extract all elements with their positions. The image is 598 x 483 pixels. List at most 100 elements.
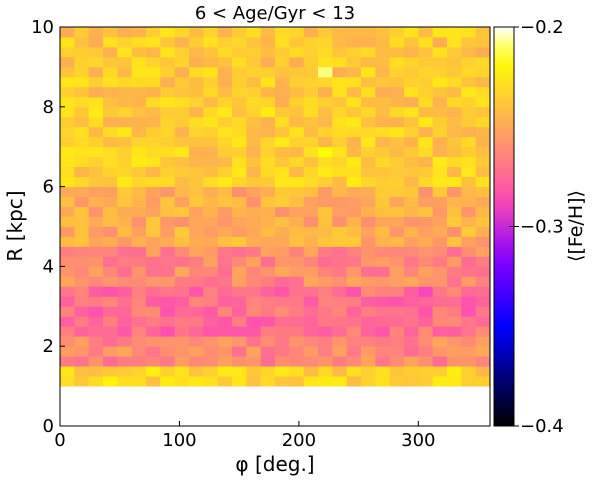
heatmap-cell — [203, 126, 219, 138]
heatmap-cell — [346, 206, 362, 217]
heatmap-cell — [174, 96, 190, 108]
heatmap-cell — [303, 136, 319, 148]
heatmap-cell — [174, 216, 190, 227]
heatmap-cell — [289, 326, 305, 337]
heatmap-cell — [189, 206, 204, 217]
heatmap-cell — [60, 166, 75, 178]
heatmap-cell — [103, 116, 118, 128]
heatmap-cell — [461, 196, 477, 207]
heatmap-cell — [318, 86, 333, 98]
heatmap-cell — [146, 356, 161, 367]
heatmap-cell — [447, 326, 462, 337]
heatmap-cell — [189, 106, 204, 118]
heatmap-cell — [303, 186, 319, 197]
heatmap-cell — [174, 66, 190, 78]
heatmap-cell — [74, 276, 90, 287]
heatmap-cell — [131, 356, 147, 367]
heatmap-cell — [418, 76, 434, 88]
heatmap-cell — [160, 126, 176, 138]
heatmap-cell — [303, 27, 319, 38]
heatmap-cell — [103, 56, 118, 68]
heatmap-cell — [418, 66, 434, 78]
heatmap-cell — [432, 236, 448, 247]
y-tick-label: 6 — [43, 177, 54, 198]
heatmap-cell — [289, 196, 305, 207]
heatmap-cell — [375, 156, 391, 168]
heatmap-cell — [260, 236, 276, 247]
heatmap-cell — [289, 96, 305, 108]
heatmap-cell — [74, 266, 90, 277]
heatmap-cell — [475, 166, 491, 178]
heatmap-cell — [303, 356, 319, 367]
heatmap-cell — [303, 56, 319, 68]
heatmap-cell — [447, 316, 462, 327]
heatmap-cell — [389, 366, 405, 377]
heatmap-cell — [375, 316, 391, 327]
heatmap-cell — [88, 286, 104, 297]
heatmap-cell — [232, 166, 247, 178]
heatmap-cell — [260, 56, 276, 68]
heatmap-cell — [174, 296, 190, 307]
heatmap-cell — [475, 116, 491, 128]
heatmap-cell — [289, 136, 305, 148]
heatmap-cell — [88, 326, 104, 337]
heatmap-cell — [232, 276, 247, 287]
heatmap-cell — [404, 46, 419, 58]
heatmap-cell — [432, 286, 448, 297]
heatmap-cell — [318, 66, 333, 78]
heatmap-cell — [74, 106, 90, 118]
heatmap-cell — [332, 216, 348, 227]
heatmap-cell — [303, 106, 319, 118]
heatmap-cell — [332, 276, 348, 287]
heatmap-cell — [131, 136, 147, 148]
heatmap-cell — [246, 196, 262, 207]
heatmap-cell — [447, 116, 462, 128]
colorbar-ticks: −0.2 −0.3 −0.4 — [509, 17, 564, 437]
heatmap-cell — [60, 366, 75, 377]
heatmap-cell — [74, 166, 90, 178]
heatmap-cell — [60, 176, 75, 187]
heatmap-cell — [103, 306, 118, 317]
heatmap-cell — [346, 116, 362, 128]
heatmap-cell — [103, 326, 118, 337]
heatmap-cell — [346, 216, 362, 227]
heatmap-cell — [332, 246, 348, 257]
heatmap-cell — [174, 46, 190, 58]
heatmap-cell — [461, 316, 477, 327]
heatmap-cell — [160, 136, 176, 148]
heatmap-cell — [389, 266, 405, 277]
heatmap-cell — [432, 136, 448, 148]
heatmap-cell — [475, 366, 491, 377]
heatmap-cell — [361, 206, 376, 217]
heatmap-cell — [361, 96, 376, 108]
heatmap-cell — [432, 96, 448, 108]
heatmap-cell — [318, 116, 333, 128]
heatmap-cell — [217, 86, 233, 98]
heatmap-cell — [232, 316, 247, 327]
heatmap-cell — [303, 236, 319, 247]
heatmap-cell — [160, 356, 176, 367]
heatmap-cell — [103, 126, 118, 138]
heatmap-cell — [189, 116, 204, 128]
heatmap-cell — [203, 176, 219, 187]
heatmap-cell — [289, 166, 305, 178]
heatmap-cell — [203, 206, 219, 217]
heatmap-cell — [461, 126, 477, 138]
heatmap-cell — [217, 346, 233, 357]
heatmap-cell — [117, 46, 133, 58]
heatmap-cell — [404, 246, 419, 257]
heatmap-cell — [217, 76, 233, 88]
heatmap-cell — [404, 176, 419, 187]
heatmap-cell — [389, 146, 405, 158]
heatmap-cell — [461, 296, 477, 307]
heatmap-cell — [246, 246, 262, 257]
heatmap-cell — [232, 86, 247, 98]
heatmap-cell — [303, 86, 319, 98]
heatmap-cell — [160, 236, 176, 247]
heatmap-cell — [174, 196, 190, 207]
heatmap-cell — [389, 286, 405, 297]
heatmap-cell — [131, 246, 147, 257]
heatmap-cell — [189, 356, 204, 367]
heatmap-cell — [447, 27, 462, 38]
heatmap-cell — [346, 186, 362, 197]
